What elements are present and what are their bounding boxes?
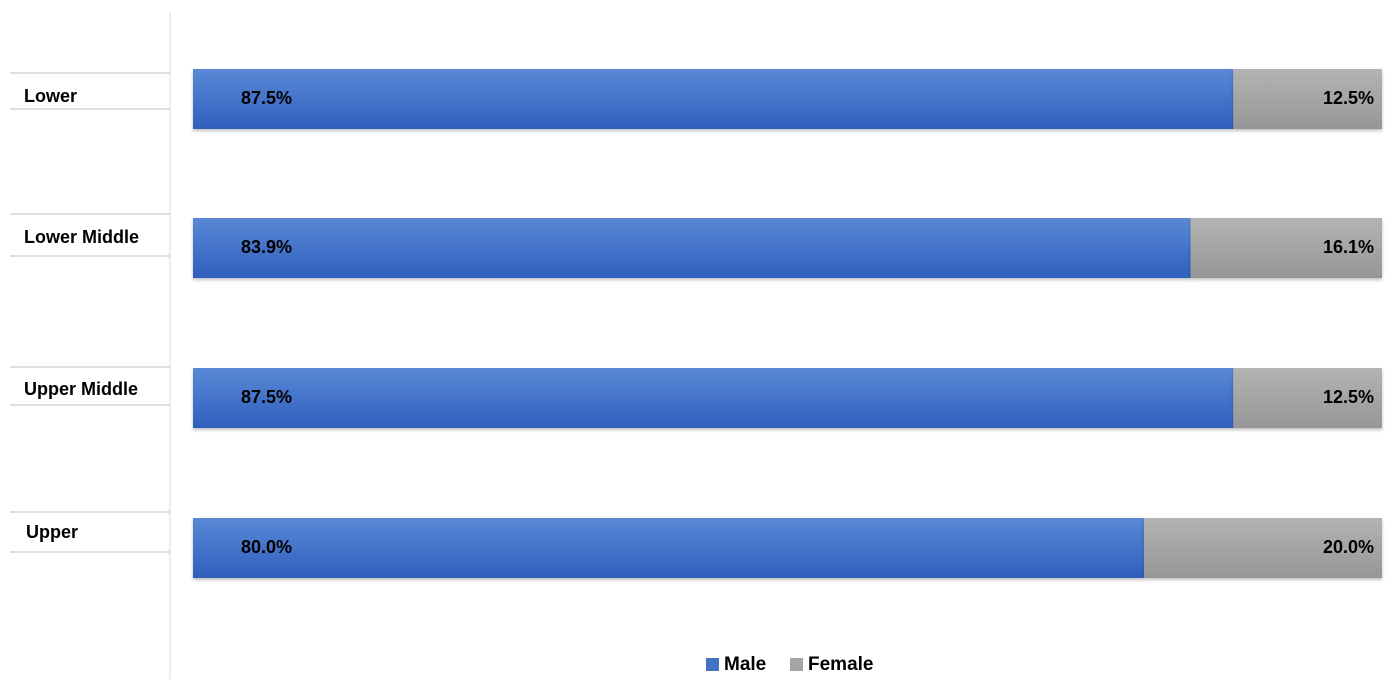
bar-male-lower [193, 69, 1234, 129]
value-label-male-upper-middle: 87.5% [241, 387, 292, 407]
value-label-male-upper: 80.0% [241, 537, 292, 557]
bar-female-upper-middle [1233, 368, 1382, 428]
legend-label-male: Male [724, 654, 766, 675]
labels-group: Lower 87.5% 12.5% Lower Middle 83.9% 16.1% Upp… [24, 86, 1374, 557]
legend-swatch-male [706, 658, 719, 671]
category-label-lower: Lower [24, 86, 77, 106]
category-label-upper-middle: Upper Middle [24, 379, 138, 399]
legend: Male Female [706, 654, 873, 675]
value-label-female-upper-middle: 12.5% [1323, 387, 1374, 407]
legend-label-female: Female [808, 654, 873, 675]
bar-male-lower-middle [193, 218, 1191, 278]
bars-group [193, 69, 1382, 578]
value-label-female-upper: 20.0% [1323, 537, 1374, 557]
bar-female-lower-middle [1190, 218, 1382, 278]
legend-swatch-female [790, 658, 803, 671]
value-label-female-lower-middle: 16.1% [1323, 237, 1374, 257]
value-label-female-lower: 12.5% [1323, 88, 1374, 108]
bar-male-upper-middle [193, 368, 1234, 428]
category-label-rules [10, 72, 170, 553]
value-label-male-lower: 87.5% [241, 88, 292, 108]
bar-female-upper [1144, 518, 1382, 578]
value-label-male-lower-middle: 83.9% [241, 237, 292, 257]
category-label-upper: Upper [26, 522, 78, 542]
bar-female-lower [1233, 69, 1382, 129]
bar-male-upper [193, 518, 1145, 578]
category-label-lower-middle: Lower Middle [24, 227, 139, 247]
